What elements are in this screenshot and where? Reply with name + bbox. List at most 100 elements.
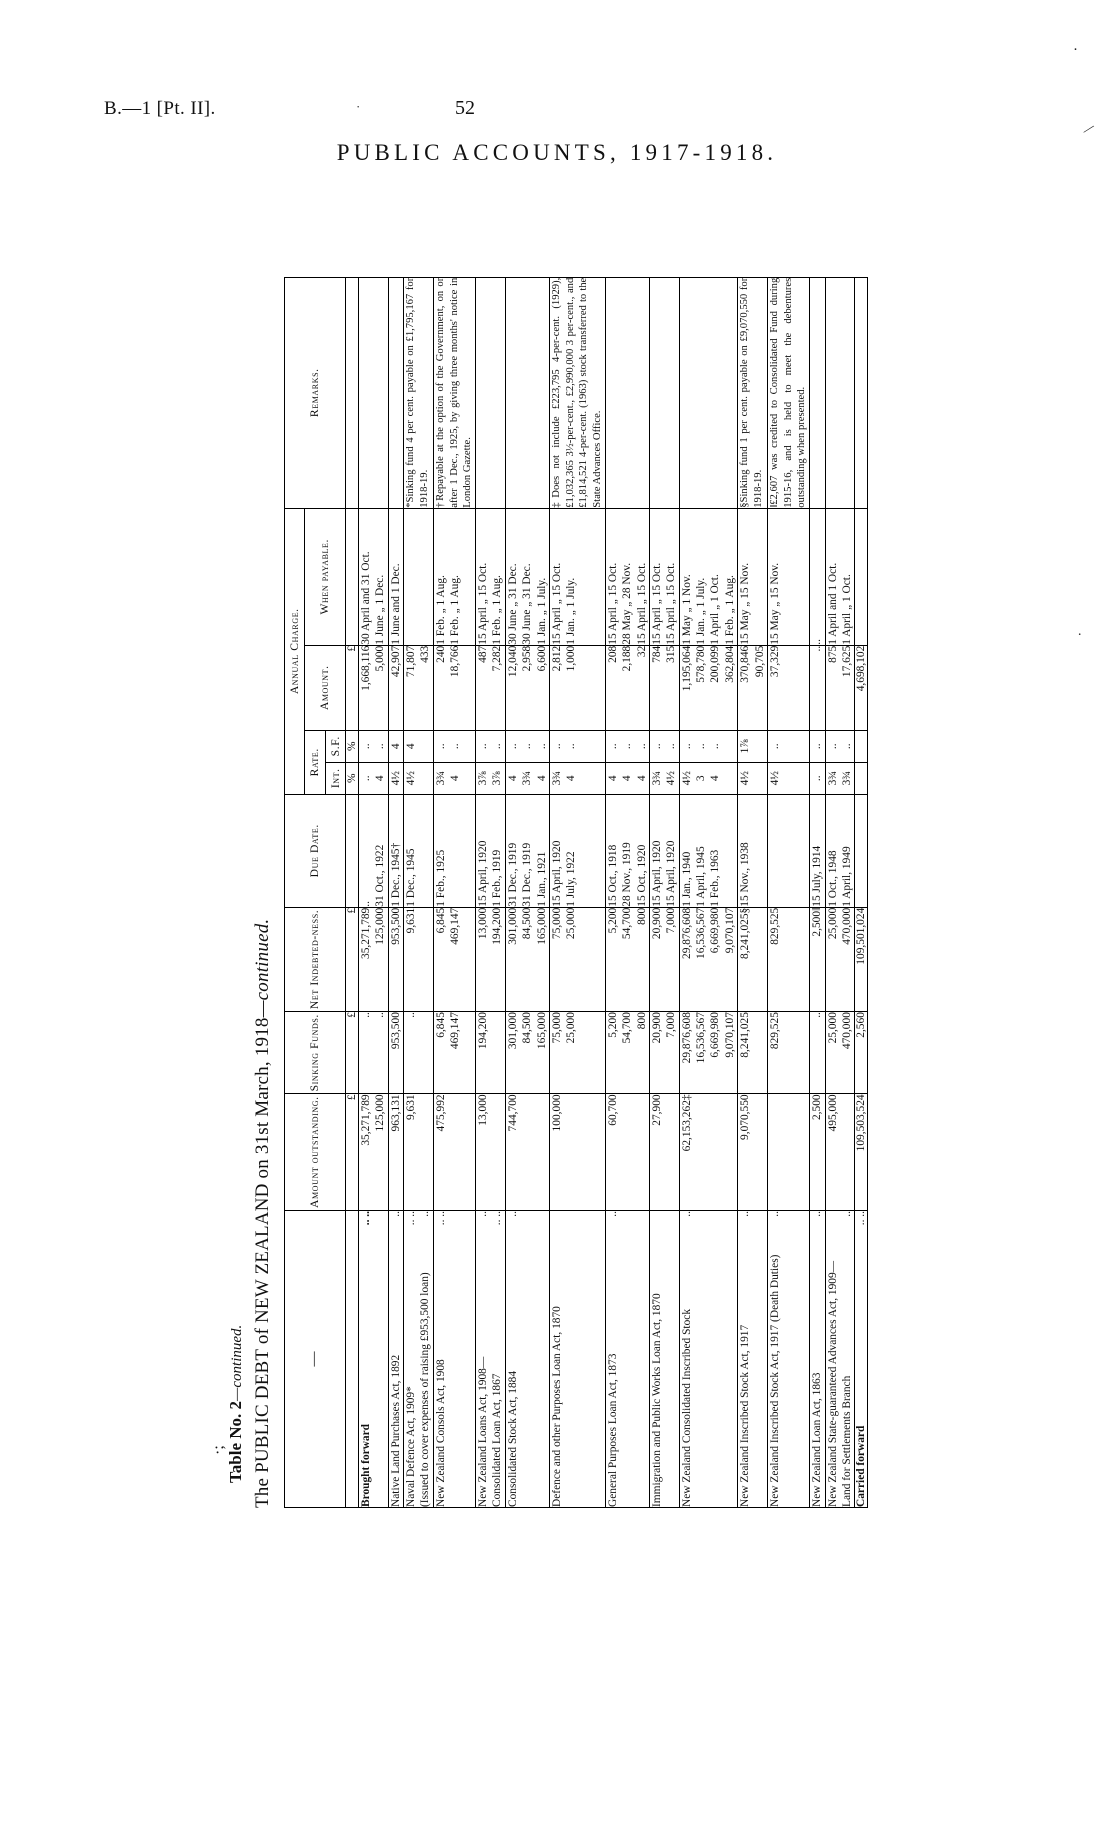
table-row: New Zealand Consolidated Inscribed Stock… [679,277,738,1508]
value-line: 84,500 [521,907,534,940]
cell-annual-amount: 4,698,102 [854,645,868,731]
value-line: 62,153,262‡ [680,1094,693,1152]
cell-rate-sf: .... [825,730,855,763]
cell-description: Immigration and Public Works Loan Act, 1… [649,1210,680,1508]
scan-artifact-right-lower: · [1077,628,1082,643]
value-line: 17,625 [840,645,853,678]
cell-remarks [649,277,680,509]
value-line: 71,807 [405,645,418,678]
value-line: .. [811,775,824,782]
row-label-line: New Zealand Inscribed Stock Act, 1917 (D… [768,1211,781,1507]
cell-net-indebtedness: 75,000 25,000 [549,907,606,1012]
cell-annual-amount: 240 18,766 [433,645,476,731]
value-line: 125,000 [374,907,387,945]
value-line: 4 [374,775,387,782]
value-line: 1 Jan., 1940 [680,851,693,907]
cell-due-date: 1 Dec., 1945 [403,794,434,908]
value-line: 3 [695,775,708,782]
value-line: .. [374,1012,387,1018]
cell-description: New Zealand Inscribed Stock Act, 1917.. [737,1210,768,1508]
value-line: 3¾ [521,771,534,786]
value-line: .. [434,743,447,750]
value-line: 1 Feb. „ 1 Aug. [449,575,462,645]
value-line: 1 April „ 1 Oct. [840,574,853,645]
value-line: 5,000 [374,645,387,672]
total-label: Carried forward [855,1425,868,1507]
value-line: 16,536,567 [695,907,708,959]
cell-remarks [809,277,826,509]
cell-sinking-funds: .. [809,1011,826,1094]
cell-when-payable [403,508,434,646]
value-line: 487 [477,645,490,663]
cell-rate-int: 3⅞ 3⅞ [475,762,506,795]
value-line: 1 April, 1949 [840,846,853,907]
cell-amount-outstanding: 109,503,524 [854,1093,868,1211]
value-line: 2,500‖ [811,907,824,937]
col-header-rate-sf: S.F. [325,730,346,763]
cell-description: Native Land Purchases Act, 1892.. [388,1210,404,1508]
value-line: 9,070,107 [723,1012,736,1058]
value-line: 15 April „ 15 Oct. [550,562,563,645]
value-line: .. [535,743,548,750]
value-line: 15 Nov., 1938 [739,842,752,907]
cell-sinking-funds: 301,000 84,500 165,000 [505,1011,550,1094]
table-row: Naval Defence Act, 1909*.. .. (Issued to … [403,277,434,1508]
cell-remarks [679,277,738,509]
value-line: 1 May „ 1 Nov. [680,574,693,645]
cell-due-date: 15 July, 1914 [809,794,826,908]
cell-rate-int: 3¾ 4 [433,762,476,795]
value-line: 31 Dec., 1919 [506,842,519,907]
value-line: 29,876,608 [680,907,693,959]
cell-when-payable: 1 June and 1 Dec. [388,508,404,646]
value-line: 54,700 [621,1012,634,1044]
cell-description: Carried forward .. .. [854,1210,868,1508]
value-line: 4 [449,775,462,782]
row-label-line: New Zealand Consols Act, 1908.. .. [434,1211,447,1507]
cell-amount-outstanding: 9,631 [403,1093,434,1211]
row-label-line: Brought forward.. .. [359,1211,372,1507]
value-line: 6,669,980 [709,1012,722,1058]
cell-due-date: 1 Feb., 1925 [433,794,476,908]
cell-amount-outstanding: 27,900 [649,1093,680,1211]
value-line: .. [695,743,708,750]
value-line: .. [449,743,462,750]
cell-sinking-funds: 953,500 [388,1011,404,1094]
cell-amount-outstanding: 62,153,262‡ [679,1093,738,1211]
value-line: .. [665,743,678,750]
cell-amount-outstanding [767,1093,810,1211]
table-row: New Zealand Consols Act, 1908.. .. 475,9… [433,277,476,1508]
value-line: 75,000 [550,907,563,940]
row-label-dots: .. [477,1211,490,1217]
value-line: 301,000 [506,907,519,945]
value-line: 469,147 [449,907,462,945]
value-line: .. [506,743,519,750]
cell-rate-int: 4½ [403,762,434,795]
value-line: 4½ [389,771,402,786]
row-label-dots: .. [680,1211,693,1217]
cell-rate-int: .. [809,762,826,795]
row-label-line: (Issued to cover expenses of raising £95… [419,1211,432,1507]
row-label-line: New Zealand State-guaranteed Advances Ac… [826,1260,839,1507]
value-line: 15 May „ 15 Nov. [739,562,752,645]
cell-net-indebtedness: 301,000 84,500 165,000 [505,907,550,1012]
value-line: .. [491,743,504,750]
table-caption-text: The PUBLIC DEBT of NEW ZEALAND on 31st M… [252,1017,273,1508]
value-line: 4½ [405,771,418,786]
cell-remarks: †Repayable at the option of the Governme… [433,277,476,509]
cell-sinking-funds: .. [403,1011,434,1094]
table-row: Native Land Purchases Act, 1892.. 963,13… [388,277,404,1508]
row-label-dots: .. [768,1211,781,1217]
cell-rate-int: 3¾ 4½ [649,762,680,795]
cell-rate-sf: ...... [505,730,550,763]
cell-description: General Purposes Loan Act, 1873.. [605,1210,650,1508]
value-line: 2,958 [521,645,534,672]
cell-amount-outstanding: 963,131 [388,1093,404,1211]
cell-description: New Zealand State-guaranteed Advances Ac… [825,1210,855,1508]
col-header-net-indebtedness: Net Indebted-ness. [284,907,346,1012]
value-line: .. [651,743,664,750]
value-line: 963,131 [389,1094,402,1132]
value-line: 208 [606,645,619,663]
value-line: 25,000 [826,907,839,940]
value-line: 3¾ [651,771,664,786]
